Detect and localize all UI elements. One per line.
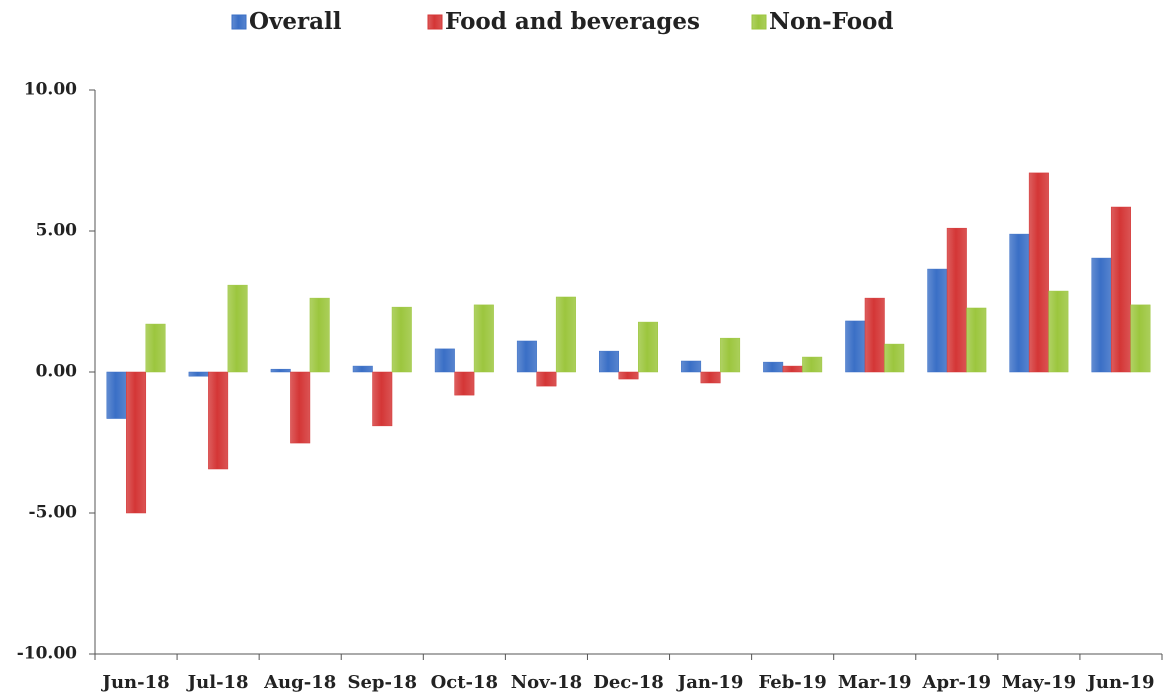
bar [864,297,885,373]
y-tick-label: 10.00 [24,80,77,100]
bar [473,304,494,373]
x-tick-label: Sep-18 [347,672,417,693]
bar [1048,290,1069,373]
bar [681,360,702,373]
bar [638,321,658,373]
bar [946,227,967,373]
y-tick-label: 0.00 [36,362,78,382]
bar [188,371,209,377]
x-tick-label: Jan-19 [676,672,744,693]
x-tick-label: Oct-18 [431,672,498,693]
bar [145,323,166,373]
bar [720,337,741,373]
legend-swatch [231,14,247,30]
bar [290,371,311,444]
x-tick-label: Aug-18 [263,672,336,693]
bar [845,320,866,373]
bar [352,365,373,373]
legend-swatch [751,14,767,30]
x-tick-label: Jul-18 [186,672,249,693]
bar [599,350,619,373]
x-tick-label: Apr-19 [922,672,992,693]
bar [434,348,455,373]
bar [309,297,330,373]
y-tick-label: -5.00 [29,503,78,523]
bar [106,371,127,419]
y-tick-label: 5.00 [36,221,78,241]
x-tick-label: Nov-18 [511,672,582,693]
bar [966,307,987,373]
bar [372,371,393,427]
bar [555,296,576,373]
bar [927,268,948,373]
bar [270,368,291,373]
legend-label: Overall [249,8,342,35]
bar [536,371,557,387]
x-tick-label: Feb-19 [758,672,826,693]
x-tick-label: Jun-19 [1085,672,1154,693]
bar [884,343,905,373]
bar [208,371,229,470]
bar [763,361,784,373]
bar [391,306,412,373]
bar [1091,257,1112,373]
legend-swatch [427,14,443,30]
y-tick-label: -10.00 [17,644,77,664]
bar [1110,206,1131,373]
x-tick-label: May-19 [1002,672,1077,693]
legend-label: Food and beverages [445,8,700,35]
bar [802,356,823,373]
bar [700,371,721,384]
x-tick-label: Mar-19 [838,672,912,693]
bar [227,284,248,373]
bar [1130,304,1151,373]
bar [454,371,475,396]
bar [618,371,639,380]
bar [1028,172,1049,373]
bar [1009,233,1030,373]
x-tick-label: Dec-18 [593,672,664,693]
legend-label: Non-Food [769,8,893,35]
bar [516,340,537,373]
bar [126,371,147,514]
legend: Overall Food and beverages Non-Food [231,8,893,35]
x-tick-label: Jun-18 [100,672,169,693]
bar [782,365,803,373]
